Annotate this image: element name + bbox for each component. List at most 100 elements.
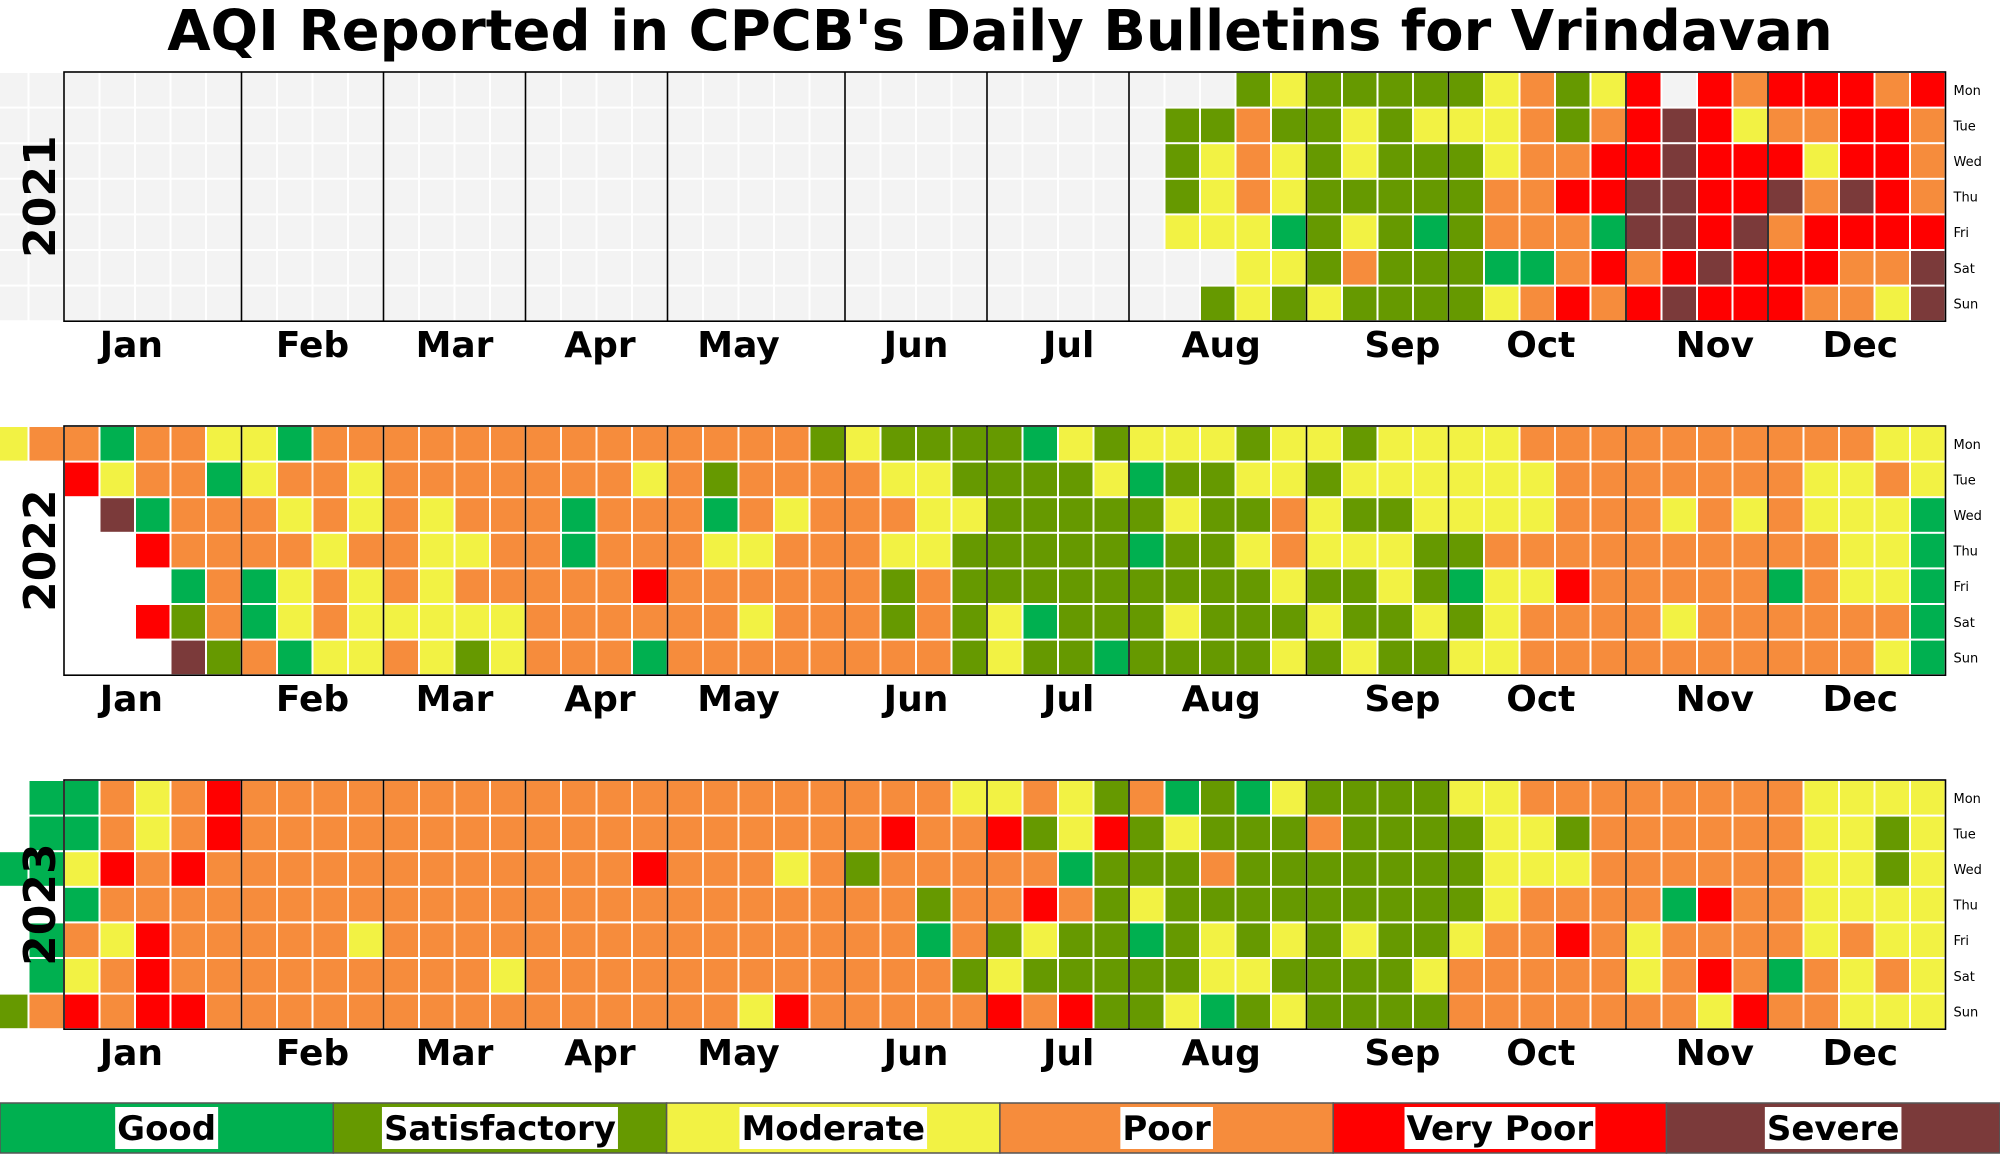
- day-cell-2021-tue-w24: [917, 108, 951, 143]
- day-cell-2021-sun-w26: [988, 286, 1022, 321]
- day-cell-2023-tue-w40: [1485, 816, 1519, 851]
- day-cell-2021-sat-w26: [988, 251, 1022, 285]
- day-cell-2023-tue-w46: [1698, 816, 1732, 851]
- day-cell-2021-fri-w41: [1520, 215, 1554, 249]
- day-cell-2022-sat-w17: [668, 605, 702, 639]
- day-cell-2021-sat-w49: [1804, 251, 1838, 285]
- day-cell-2022-tue-w23: [881, 462, 915, 497]
- day-cell-2023-sun-w44: [1627, 994, 1661, 1029]
- day-cell-2021-wed-w43: [1591, 144, 1625, 178]
- day-cell-2021-thu-w34: [1272, 179, 1306, 214]
- day-cell-2022-tue-w3: [171, 462, 205, 497]
- day-cell-2022-sat-w50: [1840, 605, 1874, 639]
- day-cell-2021-sun-w49: [1804, 286, 1838, 321]
- day-cell-2021-mon-w14: [562, 73, 596, 107]
- day-cell-2023-mon-w47: [1733, 781, 1767, 815]
- day-cell-2023-mon-w41: [1520, 781, 1554, 815]
- day-cell-2022-thu-w8: [349, 533, 383, 568]
- day-cell-2022-sun-w50: [1840, 640, 1874, 675]
- day-cell-2021-tue-w3: [171, 108, 205, 143]
- day-cell-2022-mon-w44: [1627, 427, 1661, 461]
- day-cell-2022-mon-w15: [597, 427, 631, 461]
- day-cell-2021-tue-w18: [704, 108, 738, 143]
- day-cell-2022-thu-w19: [739, 533, 773, 568]
- legend-label-bg: [1404, 1107, 1596, 1149]
- day-cell-2021-thu-w46: [1698, 179, 1732, 214]
- day-cell-2023-mon-w35: [1307, 781, 1341, 815]
- day-cell-2022-sun-w22: [846, 640, 880, 675]
- day-cell-2022-sun-w4: [207, 640, 241, 675]
- day-cell-2021-mon-w4: [207, 73, 241, 107]
- day-cell-2021-sat-w0: [65, 251, 99, 285]
- day-cell-2021-wed-w22: [846, 144, 880, 178]
- day-cell-2021-thu-w2: [136, 179, 170, 214]
- day-cell-2023-sun-w1: [100, 994, 134, 1029]
- day-cell-2023-sat-w50: [1840, 959, 1874, 993]
- day-cell-2022-thu-w33: [1236, 533, 1270, 568]
- day-cell-2021-thu-w51: [1875, 179, 1909, 214]
- day-cell-2022-sat-w41: [1520, 605, 1554, 639]
- day-cell-2022-wed-w23: [881, 498, 915, 532]
- day-cell-2021-fri-w26: [988, 215, 1022, 249]
- day-cell-2021-tue-w0: [65, 108, 99, 143]
- day-cell-2021-sat-w41: [1520, 251, 1554, 285]
- day-cell-2022-thu-w51: [1875, 533, 1909, 568]
- day-cell-2021-fri-w8: [349, 215, 383, 249]
- day-cell-2022-thu-w29: [1094, 533, 1128, 568]
- day-cell-2021-mon-w36: [1343, 73, 1377, 107]
- day-cell-2023-sat-w24: [917, 959, 951, 993]
- day-cell-2021-tue-w31: [1165, 108, 1199, 143]
- legend-label-bg: [739, 1107, 928, 1149]
- day-cell-2022-fri-w26: [988, 569, 1022, 603]
- day-cell-2023-tue-w19: [739, 816, 773, 851]
- day-cell-2023-sat-w30: [1130, 959, 1164, 993]
- day-cell-2022-fri-w21: [810, 569, 844, 603]
- day-cell-2021-fri-w31: [1165, 215, 1199, 249]
- day-cell-2023-fri-w47: [1733, 923, 1767, 957]
- day-cell-2022-mon-w49: [1804, 427, 1838, 461]
- day-cell-2021-tue-w7: [313, 108, 347, 143]
- day-cell-2023-fri-w4: [207, 923, 241, 957]
- day-cell-2023-tue-w22: [846, 816, 880, 851]
- day-cell-2021-thu-w22: [846, 179, 880, 214]
- month-label-jun: Jun: [881, 679, 949, 720]
- day-cell-2021-fri-w39: [1449, 215, 1483, 249]
- day-cell-2021-sun-w7: [313, 286, 347, 321]
- day-cell-2022-tue-w2: [136, 462, 170, 497]
- day-cell-2023-wed-w51: [1875, 852, 1909, 886]
- day-cell-2021-fri-w4: [207, 215, 241, 249]
- month-label-mar: Mar: [416, 325, 494, 366]
- day-cell-2022-fri-w44: [1627, 569, 1661, 603]
- month-label-feb: Feb: [276, 679, 349, 720]
- day-cell-2023-thu-w21: [810, 887, 844, 922]
- day-cell-2022-mon-w8: [349, 427, 383, 461]
- day-cell-2023-thu-w25: [952, 887, 986, 922]
- day-cell-2022-mon-w6: [278, 427, 312, 461]
- day-cell-2023-fri-w27: [1023, 923, 1057, 957]
- day-cell-2022-mon-w39: [1449, 427, 1483, 461]
- day-cell-2022-tue-w45: [1662, 462, 1696, 497]
- day-cell-2022-thu-w44: [1627, 533, 1661, 568]
- day-cell-2021-tue-w29: [1094, 108, 1128, 143]
- day-cell-2021-tue-w4: [207, 108, 241, 143]
- day-cell-2023-sun-w43: [1591, 994, 1625, 1029]
- day-cell-2023-thu-w0: [65, 887, 99, 922]
- day-cell-2021-wed-w1: [100, 144, 134, 178]
- day-cell-2021-sun-w18: [704, 286, 738, 321]
- day-cell-2021-fri-w6: [278, 215, 312, 249]
- day-cell-2022-fri-w31: [1165, 569, 1199, 603]
- day-cell-2022-sat-w18: [704, 605, 738, 639]
- day-cell-2022-sun-w32: [1201, 640, 1235, 675]
- day-cell-2021-tue-w-2: [0, 108, 28, 143]
- day-cell-2021-thu-w39: [1449, 179, 1483, 214]
- day-cell-2022-sun-w9: [384, 640, 418, 675]
- day-cell-2021-sat-w7: [313, 251, 347, 285]
- day-cell-2021-tue-w34: [1272, 108, 1306, 143]
- day-cell-2023-thu-w48: [1769, 887, 1803, 922]
- day-cell-2021-thu-w47: [1733, 179, 1767, 214]
- day-cell-2021-tue-w20: [775, 108, 809, 143]
- day-cell-2021-mon-w29: [1094, 73, 1128, 107]
- day-cell-2021-tue-w30: [1130, 108, 1164, 143]
- day-cell-2023-sat-w2: [136, 959, 170, 993]
- day-cell-2021-wed-w34: [1272, 144, 1306, 178]
